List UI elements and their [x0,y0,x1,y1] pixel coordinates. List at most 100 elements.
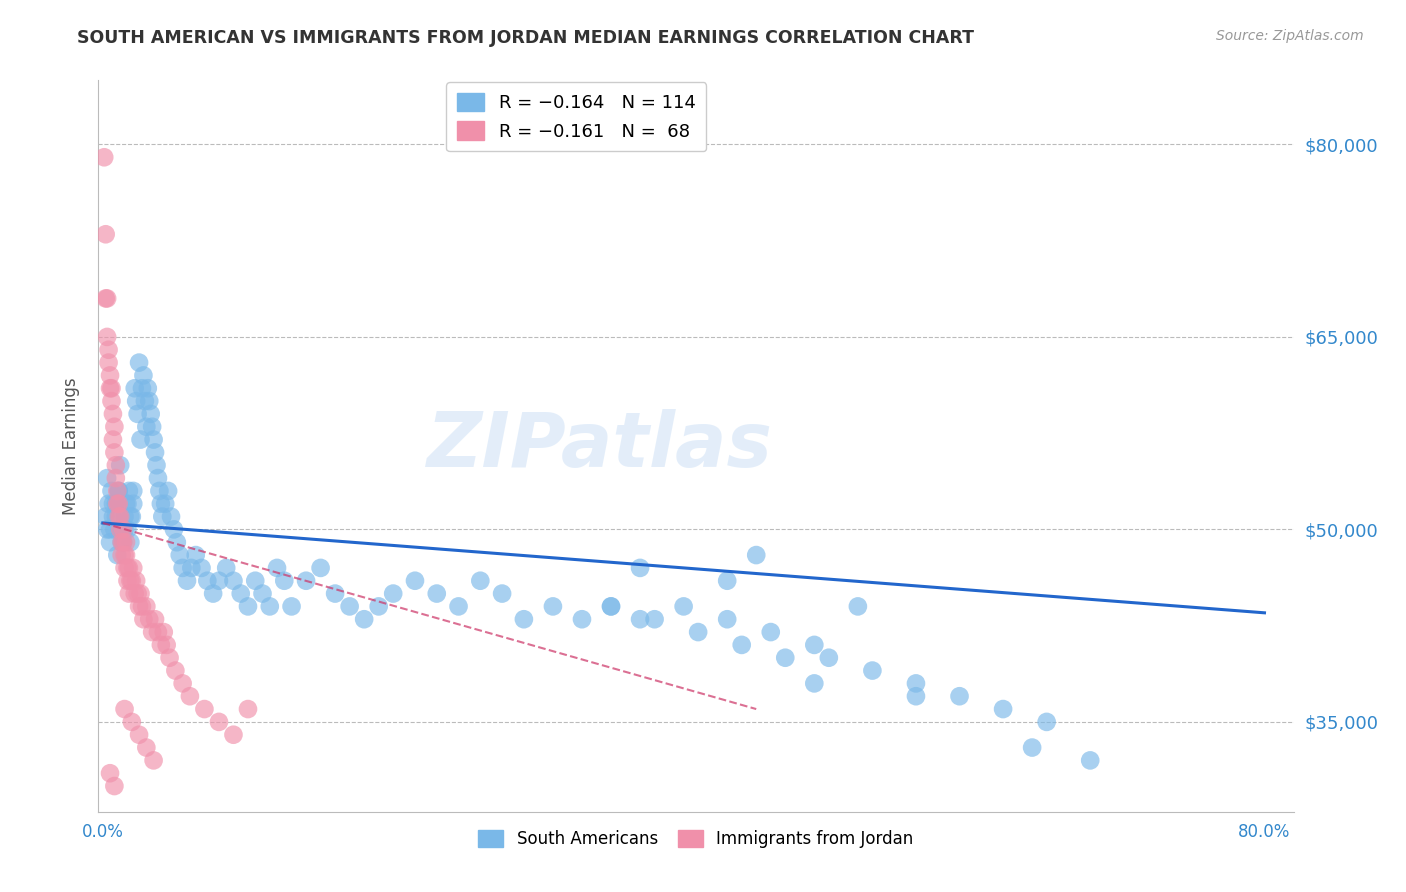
Point [93,150,115,164]
Text: Source: ZipAtlas.com: Source: ZipAtlas.com [1216,29,1364,43]
Point [111,535,134,549]
Point [382,586,405,600]
Legend: South Americans, Immigrants from Jordan: South Americans, Immigrants from Jordan [472,823,920,855]
Point [118,586,141,600]
Point [215,561,238,575]
Point [180,561,202,575]
Point [118,483,141,498]
Point [236,702,259,716]
Point [114,523,136,537]
Point [117,561,139,575]
Point [120,574,142,588]
Point [193,702,215,716]
Point [122,483,145,498]
Point [404,574,426,588]
Point [105,548,128,562]
Point [108,458,131,473]
Point [142,433,165,447]
Point [142,753,165,767]
Point [491,586,513,600]
Point [157,483,180,498]
Point [803,676,825,690]
Point [803,638,825,652]
Point [541,599,564,614]
Point [114,702,136,716]
Point [571,612,593,626]
Point [628,612,651,626]
Point [353,612,375,626]
Point [111,535,134,549]
Point [136,381,159,395]
Point [135,419,157,434]
Point [148,483,170,498]
Point [101,497,124,511]
Point [208,714,231,729]
Point [103,779,125,793]
Point [202,586,225,600]
Point [111,523,134,537]
Point [745,548,768,562]
Point [94,227,117,242]
Point [222,728,245,742]
Point [818,650,841,665]
Point [120,535,142,549]
Point [98,535,121,549]
Point [114,548,136,562]
Point [129,433,152,447]
Point [117,497,139,511]
Point [155,497,177,511]
Point [688,625,710,640]
Point [339,599,361,614]
Point [309,561,332,575]
Point [190,561,212,575]
Point [103,523,125,537]
Point [236,599,259,614]
Point [115,497,138,511]
Point [245,574,267,588]
Point [103,445,125,459]
Point [96,523,118,537]
Point [96,330,118,344]
Point [104,509,127,524]
Point [107,483,129,498]
Point [139,407,162,421]
Point [149,497,172,511]
Point [135,740,157,755]
Point [143,445,166,459]
Point [152,625,174,640]
Point [600,599,623,614]
Point [860,664,883,678]
Point [124,381,146,395]
Point [101,433,124,447]
Point [179,690,201,704]
Point [716,612,738,626]
Point [107,497,129,511]
Point [131,599,153,614]
Point [159,650,181,665]
Point [115,535,138,549]
Point [97,355,120,369]
Point [132,368,155,383]
Point [323,586,346,600]
Point [111,548,134,562]
Point [222,574,245,588]
Point [96,471,118,485]
Point [169,548,191,562]
Point [367,599,389,614]
Point [94,509,117,524]
Point [138,612,160,626]
Point [229,586,252,600]
Point [103,419,125,434]
Point [172,676,194,690]
Point [184,548,207,562]
Point [120,509,142,524]
Point [513,612,536,626]
Point [117,574,139,588]
Point [470,574,492,588]
Point [108,523,131,537]
Point [122,497,145,511]
Point [125,574,148,588]
Point [208,574,231,588]
Point [132,612,155,626]
Point [672,599,695,614]
